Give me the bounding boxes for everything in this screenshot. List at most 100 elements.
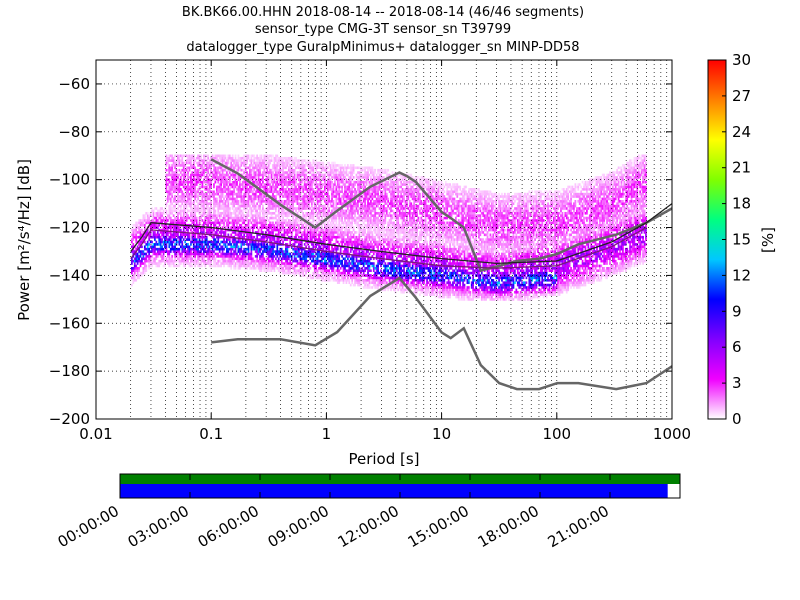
density-cell <box>341 188 343 191</box>
density-cell <box>194 228 197 232</box>
density-cell <box>177 154 179 158</box>
density-cell <box>312 252 315 256</box>
density-cell <box>312 161 315 165</box>
density-cell <box>221 207 224 210</box>
density-cell <box>231 156 234 160</box>
density-cell <box>208 231 211 234</box>
density-cell <box>187 214 189 217</box>
density-cell <box>174 188 176 191</box>
density-cell <box>208 240 211 244</box>
density-cell <box>264 211 267 215</box>
density-cell <box>300 250 303 253</box>
density-cell <box>165 159 168 162</box>
density-cell <box>184 247 187 251</box>
density-cell <box>214 211 217 215</box>
density-cell <box>195 204 198 208</box>
density-cell <box>166 192 169 196</box>
density-cell <box>185 250 188 253</box>
density-cell <box>223 238 225 241</box>
density-cell <box>220 235 223 239</box>
density-cell <box>321 228 323 232</box>
density-cell <box>262 257 264 261</box>
density-cell <box>335 262 338 265</box>
density-cell <box>300 271 303 275</box>
density-cell <box>234 159 237 162</box>
density-cell <box>210 200 212 203</box>
density-cell <box>263 209 266 213</box>
density-cell <box>210 252 212 256</box>
density-cell <box>259 171 261 174</box>
density-cell <box>185 161 188 165</box>
density-cell <box>139 219 142 222</box>
density-cell <box>338 195 341 198</box>
density-cell <box>329 238 332 241</box>
density-cell <box>247 173 250 177</box>
density-cell <box>145 255 148 258</box>
density-cell <box>342 226 345 229</box>
density-cell <box>228 221 231 225</box>
density-cell <box>272 231 274 234</box>
density-cell <box>345 278 348 282</box>
density-cell <box>318 178 320 182</box>
density-cell <box>322 173 325 177</box>
density-cell <box>246 166 248 170</box>
density-cell <box>195 247 198 251</box>
density-cell <box>292 247 295 251</box>
density-cell <box>158 247 161 251</box>
density-cell <box>228 238 231 241</box>
density-cell <box>214 214 217 217</box>
density-cell <box>282 269 284 273</box>
density-cell <box>148 238 151 241</box>
density-cell <box>293 255 296 258</box>
density-cell <box>164 259 166 263</box>
density-cell <box>169 188 172 191</box>
density-cell <box>236 207 238 210</box>
density-cell <box>306 183 309 186</box>
density-cell <box>287 252 290 256</box>
density-cell <box>335 204 338 208</box>
density-cell <box>220 221 223 225</box>
density-cell <box>234 166 237 170</box>
density-cell <box>305 214 307 217</box>
density-cell <box>226 188 228 191</box>
density-cell <box>256 214 259 217</box>
density-cell <box>260 228 263 232</box>
density-cell <box>171 247 174 251</box>
density-cell <box>293 185 296 189</box>
density-cell <box>290 223 293 227</box>
density-cell <box>332 209 335 213</box>
density-cell <box>313 176 316 179</box>
density-cell <box>194 226 197 229</box>
density-cell <box>156 209 159 213</box>
density-cell <box>332 247 335 251</box>
density-cell <box>208 211 211 215</box>
density-cell <box>218 243 221 246</box>
density-cell <box>292 171 295 174</box>
density-cell <box>306 200 309 203</box>
density-cell <box>207 204 210 208</box>
density-cell <box>217 235 220 239</box>
density-cell <box>270 235 273 239</box>
density-cell <box>174 216 176 220</box>
density-cell <box>283 209 286 213</box>
density-cell <box>171 245 174 249</box>
density-cell <box>187 185 189 189</box>
density-cell <box>175 176 178 179</box>
density-cell <box>240 204 243 208</box>
density-cell <box>325 262 328 265</box>
density-cell <box>254 195 257 198</box>
density-cell <box>172 219 175 222</box>
density-cell <box>338 176 341 179</box>
density-cell <box>267 197 270 201</box>
density-cell <box>139 221 142 225</box>
density-cell <box>331 171 333 174</box>
density-cell <box>155 223 158 227</box>
density-cell <box>208 252 211 256</box>
density-cell <box>329 233 332 237</box>
density-cell <box>321 264 323 268</box>
density-cell <box>165 233 168 237</box>
density-cell <box>159 245 162 249</box>
density-cell <box>298 231 300 234</box>
density-cell <box>251 219 254 222</box>
density-cell <box>244 190 247 194</box>
